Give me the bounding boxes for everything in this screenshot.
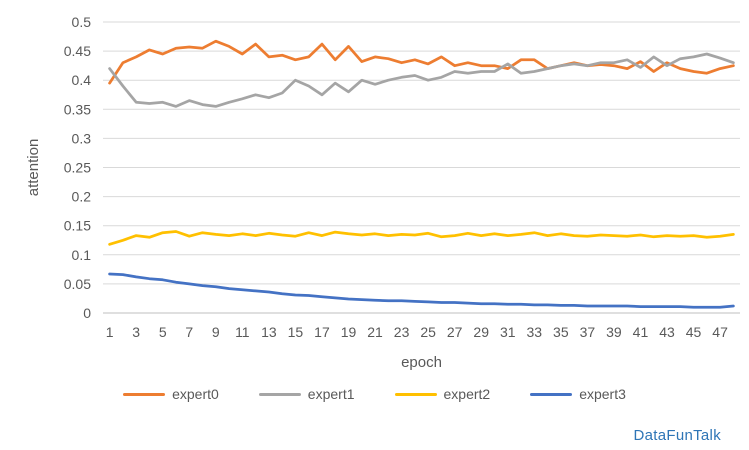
watermark: DataFunTalk	[633, 427, 721, 444]
plot-area: 00.050.10.150.20.250.30.350.40.450.51 3 5 7…	[25, 14, 740, 371]
y-tick-label: 0.05	[64, 276, 91, 292]
x-tick-label: 21	[367, 324, 383, 340]
x-tick-label: 27	[447, 324, 463, 340]
legend-line-swatch-expert3	[530, 392, 573, 396]
legend-label-expert2: expert2	[443, 386, 491, 402]
x-axis-title: epoch	[401, 354, 442, 371]
legend-line-swatch-expert1	[258, 392, 301, 396]
legend-line-swatch-expert2	[394, 392, 437, 396]
legend-label-expert3: expert3	[579, 386, 626, 402]
x-tick-label: 47	[712, 324, 728, 340]
series-line-expert0	[108, 39, 735, 85]
y-tick-label: 0.4	[72, 72, 92, 88]
x-tick-label: 41	[633, 324, 649, 340]
x-tick-label: 7	[185, 324, 193, 340]
y-axis-title: attention	[25, 139, 42, 197]
x-tick-label: 43	[659, 324, 675, 340]
x-tick-label: 19	[341, 324, 357, 340]
x-tick-label: 1	[106, 324, 114, 340]
legend-line-swatch-expert0	[123, 392, 166, 396]
legend-item-expert2: expert2	[394, 386, 491, 402]
series-line-expert3	[108, 272, 735, 309]
y-tick-label: 0.2	[72, 189, 92, 205]
y-tick-label: 0	[83, 305, 91, 321]
x-tick-label: 17	[314, 324, 330, 340]
x-tick-label: 5	[159, 324, 167, 340]
y-tick-label: 0.1	[72, 247, 92, 263]
legend-item-expert0: expert0	[123, 386, 219, 402]
x-tick-label: 25	[420, 324, 436, 340]
chart-legend: expert0 expert1 expert2 expert3	[0, 372, 749, 402]
legend-label-expert0: expert0	[172, 386, 219, 402]
y-tick-label: 0.35	[64, 101, 91, 117]
y-tick-label: 0.3	[72, 130, 92, 146]
series-line-expert1	[108, 52, 735, 108]
x-tick-label: 31	[500, 324, 516, 340]
x-tick-label: 39	[606, 324, 622, 340]
y-tick-label: 0.25	[64, 160, 91, 176]
x-tick-label: 9	[212, 324, 220, 340]
x-tick-label: 33	[527, 324, 543, 340]
legend-item-expert3: expert3	[530, 386, 626, 402]
x-tick-label: 45	[686, 324, 702, 340]
x-tick-label: 23	[394, 324, 410, 340]
series-line-expert2	[108, 230, 735, 246]
legend-item-expert1: expert1	[258, 386, 355, 402]
y-tick-label: 0.5	[72, 14, 92, 30]
x-tick-label: 13	[261, 324, 277, 340]
x-tick-label: 15	[288, 324, 304, 340]
x-tick-label: 35	[553, 324, 569, 340]
y-tick-label: 0.45	[64, 43, 91, 59]
x-tick-label: 11	[235, 324, 250, 340]
x-tick-label: 29	[473, 324, 489, 340]
y-tick-label: 0.15	[64, 218, 91, 234]
x-tick-label: 37	[580, 324, 596, 340]
x-tick-label: 3	[132, 324, 140, 340]
legend-label-expert1: expert1	[307, 386, 355, 402]
